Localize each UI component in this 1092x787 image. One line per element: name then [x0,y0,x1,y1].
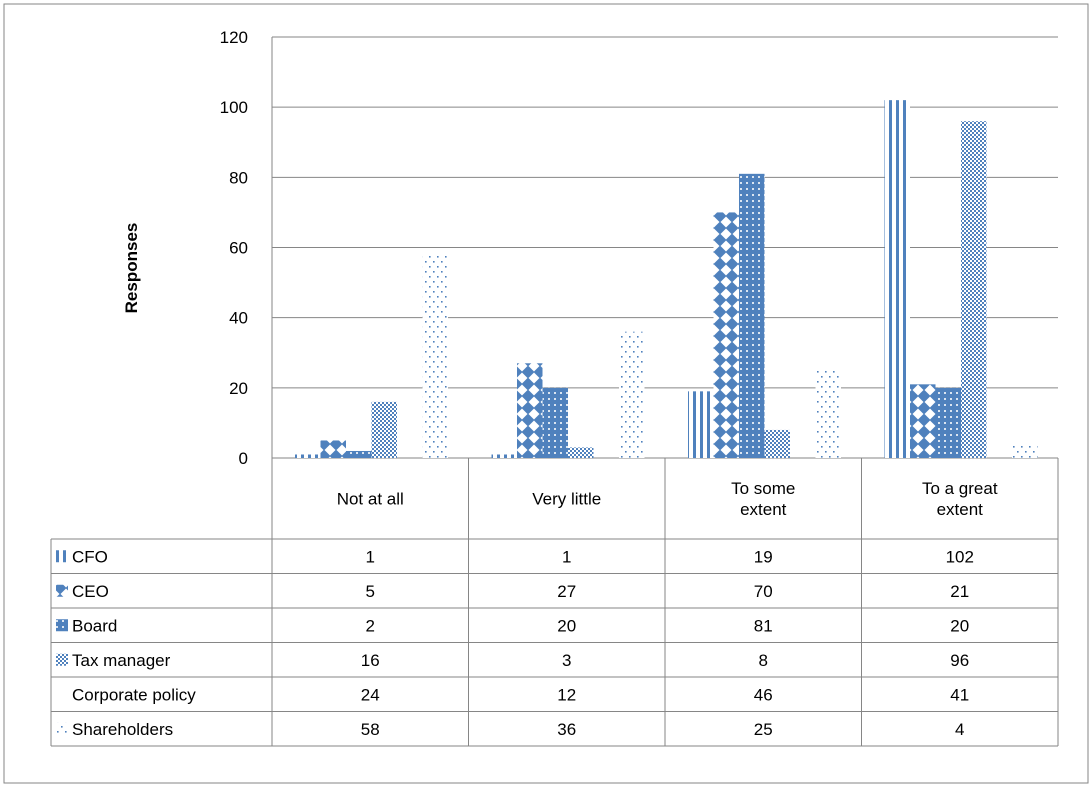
table-value: 2 [366,616,375,635]
bar-corporate-policy [397,374,423,458]
bar-ceo [713,212,739,458]
bar-tax-manager [371,401,397,458]
bar-board [935,387,961,458]
bar-shareholders [815,370,841,458]
bar-ceo [517,363,543,458]
legend-key [56,619,68,632]
table-value: 1 [562,547,571,566]
table-value: 58 [361,720,380,739]
legend-key [56,653,68,666]
table-value: 36 [557,720,576,739]
table-value: 3 [562,651,571,670]
bar-shareholders [619,331,645,458]
table-value: 1 [366,547,375,566]
chart-frame [3,3,1089,784]
y-tick-label: 60 [229,239,248,258]
data-table: Not at all Very little To some extent To a g… [50,458,1059,747]
bar-cfo [491,454,517,458]
table-value: 16 [361,651,380,670]
y-tick-label: 100 [220,98,248,117]
x-category-label: Very little [532,490,601,509]
x-category-label: To some extent [731,479,795,519]
table-value: 24 [361,685,380,704]
table-value: 20 [950,616,969,635]
y-tick-label: 80 [229,168,248,187]
table-value: 4 [955,720,964,739]
table-value: 81 [754,616,773,635]
legend-series-name: CEO [72,582,109,601]
table-value: 96 [950,651,969,670]
legend-key [56,584,68,597]
table-value: 102 [946,547,974,566]
y-tick-label: 0 [239,449,248,468]
x-category-label: To a great extent [922,479,998,519]
bar-board [739,173,765,458]
y-tick-label: 20 [229,379,248,398]
x-category-label: Not at all [337,490,404,509]
bars [295,100,1038,459]
table-value: 12 [557,685,576,704]
bar-shareholders [1012,443,1038,458]
legend-series-name: Tax manager [72,651,171,670]
legend-series-name: Shareholders [72,720,173,739]
table-value: 20 [557,616,576,635]
bar-ceo [320,440,346,458]
bar-ceo [910,384,936,458]
bar-tax-manager [764,429,790,458]
table-value: 25 [754,720,773,739]
y-axis-ticks: 0 20 40 60 80 100 120 [220,28,248,468]
bar-shareholders [422,254,448,458]
bar-cfo [884,100,910,459]
bar-cfo [295,454,321,458]
table-value: 70 [754,582,773,601]
legend-series-name: Board [72,616,117,635]
table-value: 21 [950,582,969,601]
legend-key [56,722,68,735]
legend-series-name: Corporate policy [72,685,196,704]
bar-tax-manager [961,121,987,458]
table-value: 46 [754,685,773,704]
table-value: 5 [366,582,375,601]
y-tick-label: 120 [220,28,248,47]
bar-board [346,450,372,458]
legend-key [56,550,68,563]
table-value: 8 [759,651,768,670]
table-value: 27 [557,582,576,601]
bar-tax-manager [568,447,594,458]
table-value: 19 [754,547,773,566]
table-value: 41 [950,685,969,704]
y-tick-label: 40 [229,309,248,328]
bar-board [542,387,568,458]
legend-key [56,688,68,700]
y-axis-label: Responses [122,223,141,314]
bar-corporate-policy [987,314,1013,458]
bar-corporate-policy [594,416,620,458]
bar-corporate-policy [790,297,816,458]
bar-cfo [688,391,714,458]
legend-series-name: CFO [72,547,108,566]
